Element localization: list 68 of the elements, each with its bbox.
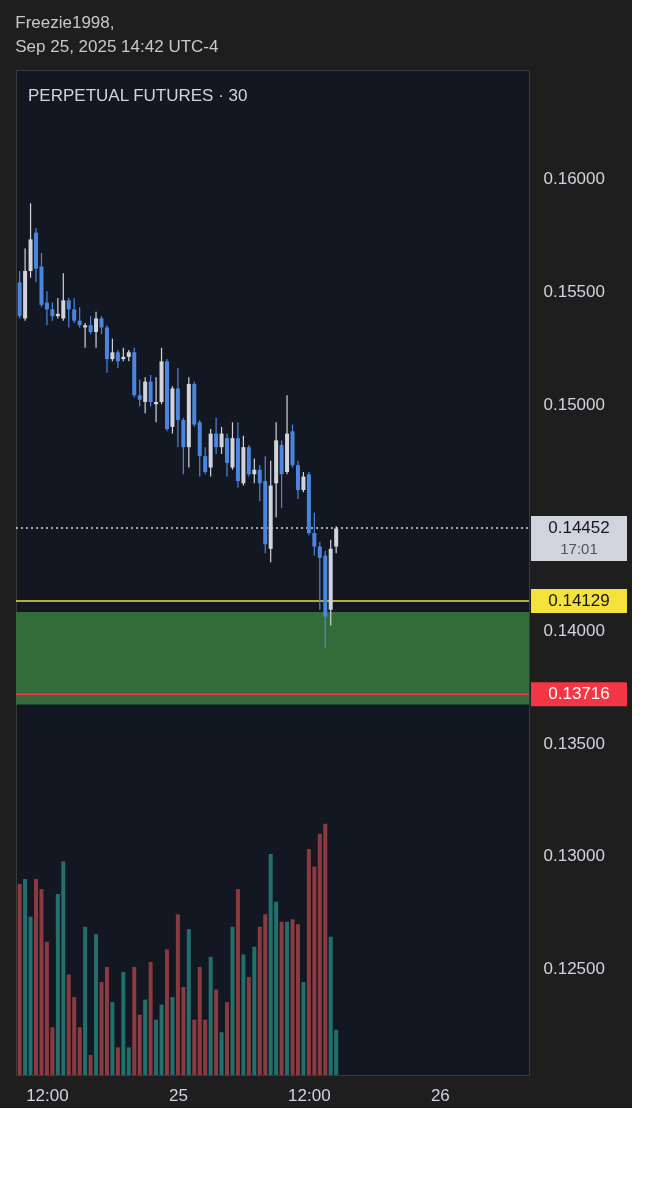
candlestick [219,426,224,455]
candlestick [137,378,142,408]
y-tick-label: 0.13500 [543,733,605,753]
candlestick [66,297,71,329]
bar [132,966,137,1075]
candlestick [115,349,120,369]
bar [246,977,251,1075]
bar [230,926,235,1075]
bar [301,982,306,1075]
x-tick-label: 12:00 [26,1085,69,1105]
bar [241,954,246,1075]
bar [121,971,126,1075]
bar [110,1002,115,1075]
candlestick [203,446,208,475]
bar [94,934,99,1075]
y-tick-label: 0.16000 [543,168,605,188]
bar [219,1032,224,1075]
y-tick-label: 0.13000 [543,846,605,866]
x-tick-label: 12:00 [288,1085,331,1105]
text: PERPETUAL FUTURES · 30 [28,86,248,105]
candlestick [148,374,153,408]
bar [88,1054,93,1075]
bar [235,889,240,1075]
bar [104,966,109,1075]
bar [170,997,175,1075]
text: Sep 25, 2025 14:42 UTC-4 [15,37,219,56]
ref-line-label: 0.14129 [548,590,610,610]
x-tick-label: 25 [168,1085,188,1105]
candlestick [110,338,115,362]
bar [143,999,148,1075]
bar [252,946,257,1075]
bar [159,1004,164,1075]
candlestick [301,471,306,493]
bar [279,921,284,1075]
bar [154,1019,159,1075]
bar [148,961,153,1075]
candlestick [143,376,148,414]
bar [214,989,219,1075]
bar [23,879,28,1075]
bar [28,916,33,1075]
candlestick [50,302,55,322]
bar [83,926,88,1075]
bar [17,884,22,1075]
ref-line-label: 0.13716 [548,684,610,704]
bar [126,1047,131,1075]
bar [192,1019,197,1075]
y-tick-label: 0.12500 [543,959,605,979]
bar [225,1002,230,1075]
text: Freezie1998, [15,13,115,32]
candlestick [312,512,317,557]
candlestick [88,315,93,335]
bar [115,1047,120,1075]
bar [77,1027,82,1075]
bar [208,956,213,1075]
candlestick [99,315,104,335]
candlestick [72,297,77,324]
y-tick-label: 0.15000 [543,394,605,414]
bar [34,879,39,1075]
bar [137,1014,142,1075]
y-tick-label: 0.15500 [543,281,605,301]
bar [164,949,169,1075]
ref-line-label: 0.14452 17:01 [548,518,610,558]
candlestick [214,417,219,455]
y-tick-label: 0.14000 [543,620,605,640]
candlestick [94,311,99,349]
bar [285,921,290,1075]
bar [186,929,191,1075]
x-tick-label: 26 [430,1085,450,1105]
